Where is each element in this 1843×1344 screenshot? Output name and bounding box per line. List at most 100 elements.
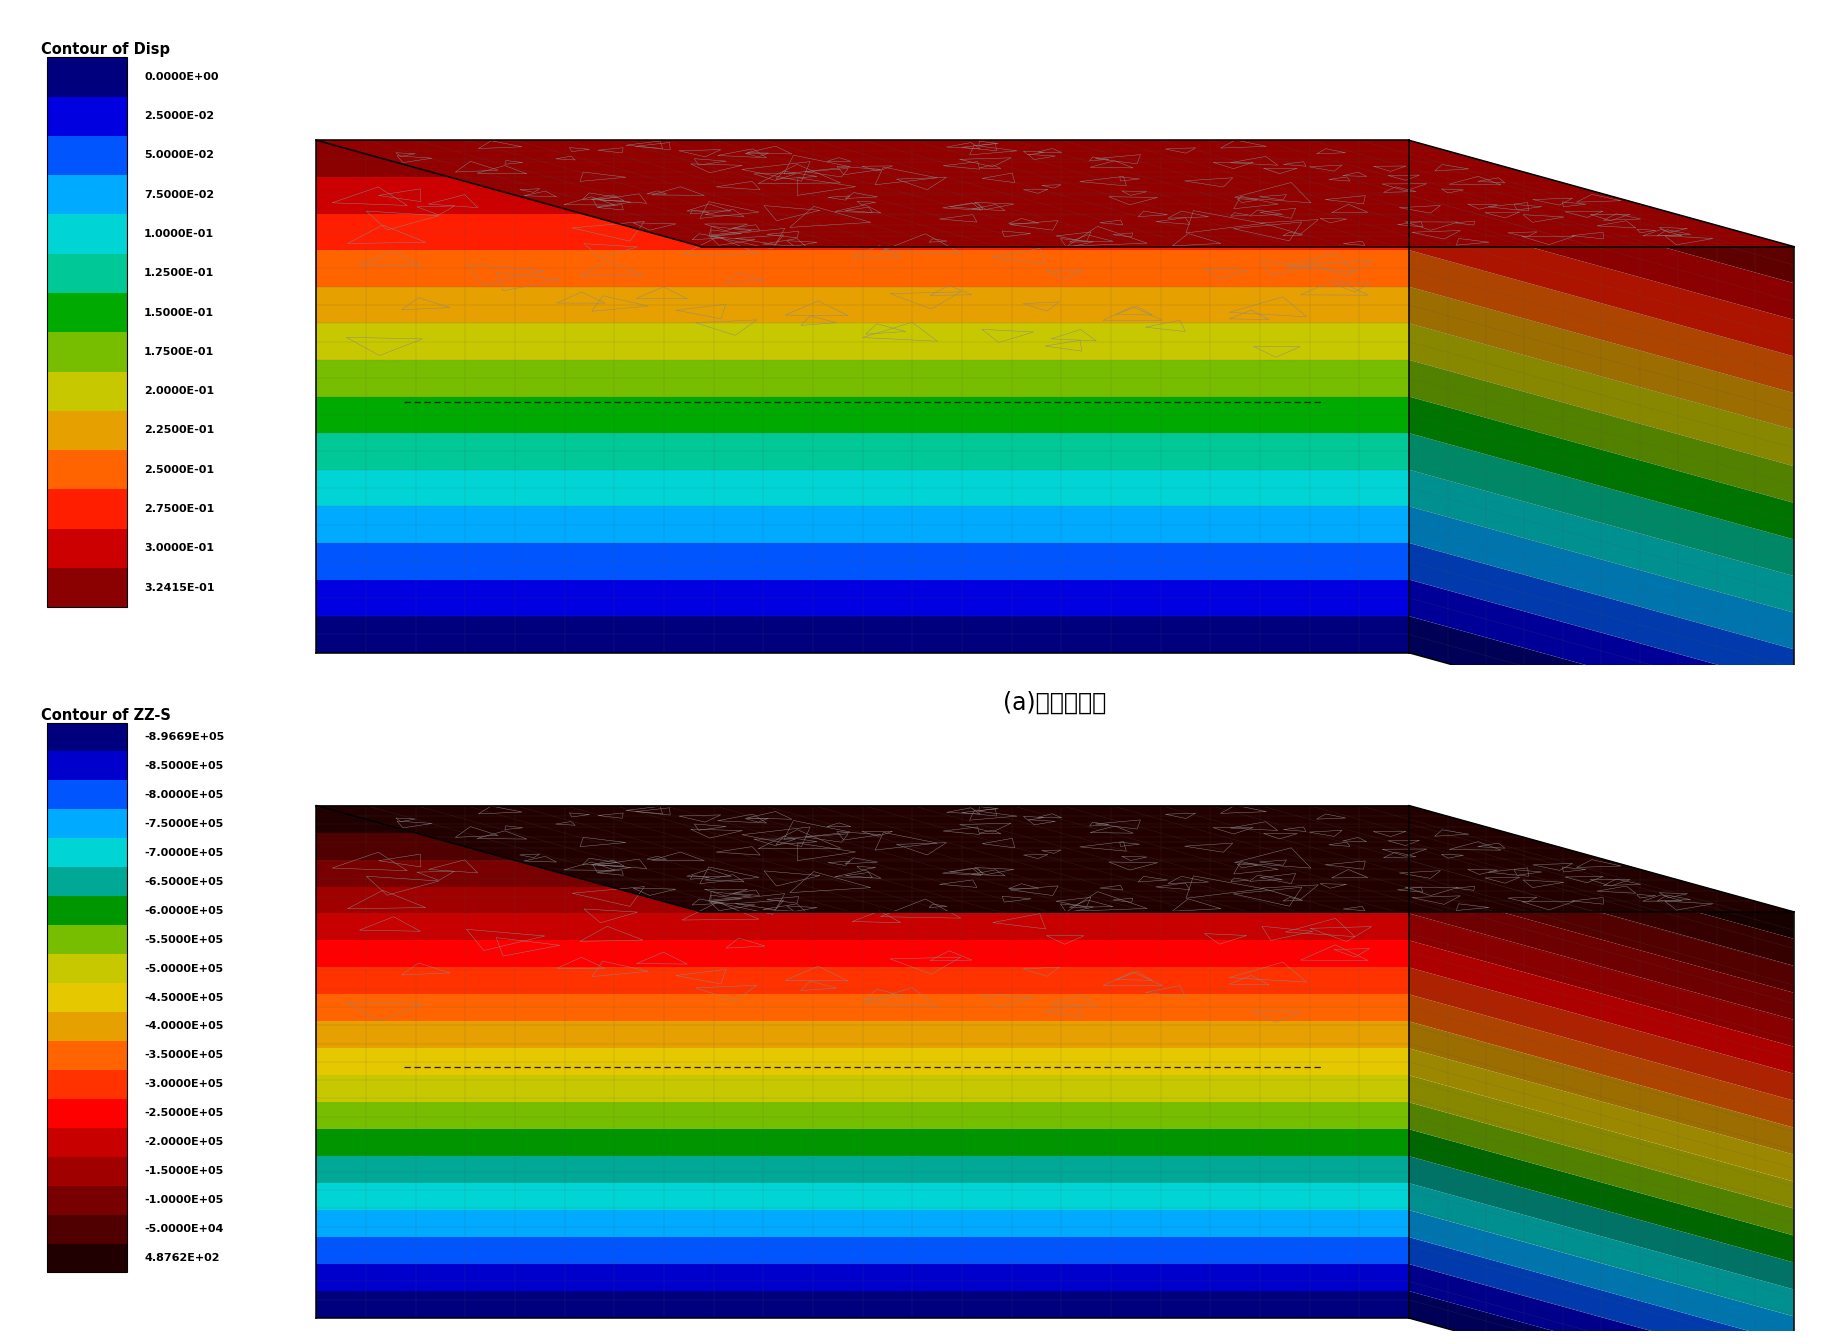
Polygon shape [1410,250,1793,392]
Polygon shape [1410,860,1793,993]
Polygon shape [317,1292,1410,1318]
Polygon shape [1410,887,1793,1020]
Bar [48,954,127,982]
Text: 5.0000E-02: 5.0000E-02 [144,151,214,160]
Text: -2.5000E+05: -2.5000E+05 [144,1109,223,1118]
Polygon shape [1410,914,1793,1047]
Text: -5.0000E+05: -5.0000E+05 [144,964,223,973]
Polygon shape [1410,324,1793,466]
Text: 4.8762E+02: 4.8762E+02 [144,1253,219,1263]
Text: 2.5000E-01: 2.5000E-01 [144,465,214,474]
Text: -6.5000E+05: -6.5000E+05 [144,876,223,887]
Bar [48,97,127,136]
Polygon shape [317,543,1410,579]
Text: -8.0000E+05: -8.0000E+05 [144,790,223,800]
Bar [48,58,127,607]
Text: Contour of ZZ-S: Contour of ZZ-S [41,708,171,723]
Polygon shape [1410,360,1793,503]
Polygon shape [1410,433,1793,577]
Polygon shape [1410,1265,1793,1344]
Bar [48,723,127,751]
Polygon shape [317,941,1410,968]
Polygon shape [1410,1102,1793,1235]
Text: 1.2500E-01: 1.2500E-01 [144,269,214,278]
Text: -6.0000E+05: -6.0000E+05 [144,906,223,915]
Bar [48,1215,127,1243]
Bar [48,528,127,569]
Text: -7.0000E+05: -7.0000E+05 [144,848,223,857]
Bar [48,332,127,371]
Text: Contour of Disp: Contour of Disp [41,43,170,58]
Polygon shape [1410,968,1793,1101]
Polygon shape [1410,286,1793,430]
Polygon shape [317,860,1410,887]
Text: 2.7500E-01: 2.7500E-01 [144,504,214,513]
Text: -1.5000E+05: -1.5000E+05 [144,1167,223,1176]
Polygon shape [1410,1292,1793,1344]
Polygon shape [317,470,1410,507]
Bar [48,1157,127,1185]
Polygon shape [317,579,1410,616]
Bar [48,1099,127,1128]
Text: -2.0000E+05: -2.0000E+05 [144,1137,223,1148]
Polygon shape [317,616,1410,653]
Polygon shape [1410,941,1793,1074]
Bar [48,751,127,781]
Bar [48,489,127,528]
Text: 2.0000E-01: 2.0000E-01 [144,386,214,396]
Bar [48,1042,127,1070]
Bar [48,450,127,489]
Text: 3.0000E-01: 3.0000E-01 [144,543,214,554]
Polygon shape [1410,1236,1793,1344]
Polygon shape [317,1102,1410,1129]
Polygon shape [317,968,1410,995]
Polygon shape [1410,832,1793,966]
Polygon shape [317,324,1410,360]
Polygon shape [317,887,1410,914]
Text: -3.5000E+05: -3.5000E+05 [144,1051,223,1060]
Bar [48,867,127,896]
Bar [48,136,127,175]
Bar [48,781,127,809]
Text: -5.0000E+04: -5.0000E+04 [144,1224,223,1234]
Polygon shape [1410,579,1793,723]
Bar [48,1185,127,1215]
Text: -8.5000E+05: -8.5000E+05 [144,761,223,771]
Bar [48,569,127,607]
Polygon shape [317,995,1410,1021]
Text: -4.5000E+05: -4.5000E+05 [144,992,223,1003]
Polygon shape [317,1048,1410,1075]
Polygon shape [1410,214,1793,356]
Polygon shape [317,140,1410,177]
Text: 1.0000E-01: 1.0000E-01 [144,228,214,239]
Bar [48,411,127,450]
Polygon shape [1410,1075,1793,1208]
Bar [48,896,127,925]
Polygon shape [317,805,1410,832]
Bar [48,982,127,1012]
Bar [48,371,127,411]
Polygon shape [1410,1021,1793,1154]
Bar [48,1128,127,1157]
Text: -7.5000E+05: -7.5000E+05 [144,818,223,829]
Bar [48,839,127,867]
Bar [48,1243,127,1273]
Polygon shape [317,360,1410,396]
Bar [48,925,127,954]
Polygon shape [317,433,1410,470]
Bar [48,1070,127,1099]
Polygon shape [1410,543,1793,685]
Bar [48,175,127,215]
Polygon shape [317,1236,1410,1265]
Text: -1.0000E+05: -1.0000E+05 [144,1195,223,1206]
Bar [48,1012,127,1042]
Polygon shape [1410,1129,1793,1262]
Polygon shape [317,507,1410,543]
Polygon shape [317,914,1410,941]
Polygon shape [317,286,1410,324]
Text: 1.5000E-01: 1.5000E-01 [144,308,214,317]
Bar [48,293,127,332]
Text: 7.5000E-02: 7.5000E-02 [144,190,214,200]
Polygon shape [317,250,1410,286]
Text: 0.0000E+00: 0.0000E+00 [144,71,219,82]
